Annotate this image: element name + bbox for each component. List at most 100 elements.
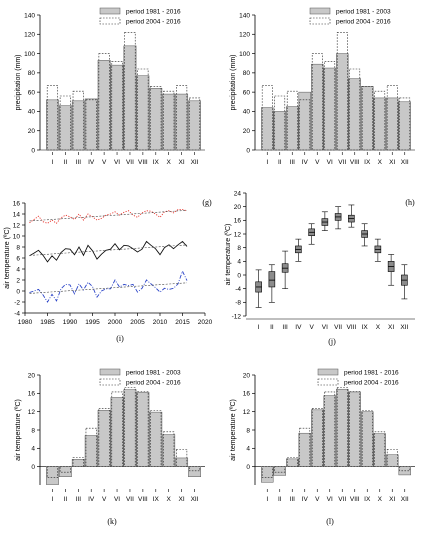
bar-outline [324,60,336,151]
legend-swatch-dashed [99,378,121,386]
bar-outline [137,391,149,467]
bar-outline [59,466,71,473]
legend-label: period 1981 - 2003 [336,9,391,16]
x-tick-label: XII [400,324,408,331]
bar-outline [274,466,286,473]
bar [286,458,299,467]
x-tick-label: 2020 [198,319,213,326]
legend-label: period 2004 - 2016 [336,19,391,26]
bar [136,392,150,467]
y-tick-label: 8 [246,427,250,434]
y-tick-label: 16 [28,391,36,398]
legend-label: period 2004 - 2016 [126,19,181,26]
x-tick-label: VIII [138,159,148,166]
x-tick-label: XII [401,496,409,503]
bar [110,397,124,467]
bar [373,97,386,151]
bar [311,63,324,151]
y-tick-label: 0 [31,147,35,154]
y-tick-label: 140 [24,12,35,19]
bar-outline [176,448,188,467]
legend-swatch-solid [317,368,339,376]
x-tick-label: VII [126,496,134,503]
y-tick-label: -2 [14,299,20,306]
bar [188,100,201,151]
bar-outline [85,99,97,151]
bar [311,409,324,467]
x-tick-label: IV [302,159,309,166]
bar-outline [46,85,59,151]
x-tick-label: VII [334,324,342,331]
series-line-mean [29,240,188,263]
panel-label: (g) [202,198,212,207]
y-tick-label: 0 [237,272,241,279]
x-tick-label: XII [191,496,199,503]
bar-outline [386,448,398,467]
y-tick-label: 100 [24,51,35,58]
bar [175,457,189,467]
x-tick-label: III [76,159,82,166]
legend-label: period 2004 - 2016 [126,380,181,387]
y-tick-label: 120 [239,32,250,39]
y-tick-label: 8 [16,244,20,251]
bar-outline [111,60,123,151]
bar-outline [399,466,411,472]
legend-swatch-solid [99,7,121,15]
y-axis-label: air temperature (ºC) [225,224,232,286]
y-tick-label: 16 [243,391,251,398]
bar-outline [386,85,398,151]
bar [162,93,176,151]
y-tick-label: 12 [28,409,36,416]
bar-outline [336,387,348,467]
panel-i: -4 -2 0 2 4 6 8 10 12 14 16 air temperature (ºC) (i)… [4,200,213,343]
box [268,271,276,288]
x-tick-label: VI [327,496,333,503]
bar [273,466,286,476]
legend-swatch-solid [99,368,121,376]
panel-label: (i) [116,334,124,343]
bar [373,433,386,467]
bar [298,91,311,151]
panel-g: 0 20 40 60 80 100 120 140 precipitation (mm) (g) I… [15,7,212,207]
x-tick-label: IX [364,159,371,166]
y-tick-label: -4 [14,310,20,317]
y-tick-label: 0 [246,464,250,471]
x-tick-label: IX [153,159,160,166]
x-tick-label: I [258,324,260,331]
y-tick-label: -12 [232,313,242,320]
bar-outline [349,68,361,151]
x-tick-label: IX [153,496,160,503]
x-tick-label: I [52,496,54,503]
y-axis-label: air temperature (ºC) [15,399,22,461]
x-tick-label: IV [88,159,95,166]
x-tick-label: V [102,159,107,166]
x-tick-label: I [266,159,268,166]
y-tick-label: 20 [243,372,251,379]
legend-label: period 1981 - 2003 [126,370,181,377]
bar [386,97,399,151]
y-tick-label: 4 [246,446,250,453]
bar [97,410,111,467]
bar-outline [111,391,123,467]
y-tick-label: 8 [237,245,241,252]
bar [323,395,336,467]
bar-outline [311,408,323,467]
bar [323,67,336,151]
panel-label: (k) [107,517,117,526]
x-tick-label: I [266,496,268,503]
x-tick-label: V [309,324,314,331]
panel-label: (l) [326,517,334,526]
y-tick-label: 16 [234,218,242,225]
y-tick-label: -4 [235,286,241,293]
bar-outline [324,391,336,467]
bar [273,111,286,151]
x-tick-label: VI [114,496,120,503]
y-tick-label: 10 [13,233,21,240]
x-tick-label: XI [179,159,185,166]
bar [110,64,124,151]
y-tick-label: -8 [235,300,241,307]
x-tick-label: IV [295,324,302,331]
bar-outline [98,53,110,151]
legend-swatch-dashed [99,17,121,25]
